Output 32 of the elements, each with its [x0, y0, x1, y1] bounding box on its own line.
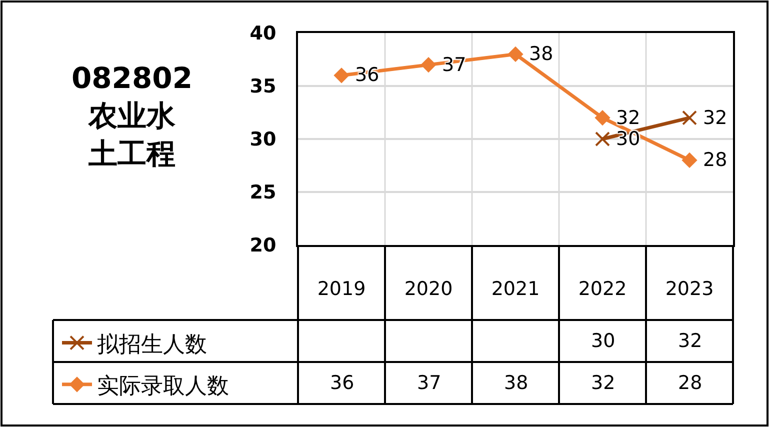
x-tick-label: 2023: [665, 278, 714, 300]
annotation: 28: [703, 149, 728, 171]
point: [682, 152, 698, 168]
y-tick-label: 25: [250, 182, 276, 204]
x-tick-label: 2021: [491, 278, 540, 300]
annotation: 32: [616, 107, 640, 129]
point: [594, 110, 610, 126]
y-tick-label: 30: [250, 128, 276, 151]
data-label: 37: [417, 372, 442, 394]
annotation: 38: [529, 43, 554, 65]
x-tick-label: 2022: [578, 278, 627, 300]
point: [334, 68, 350, 84]
point: [420, 57, 436, 73]
data-label: 38: [504, 372, 528, 394]
point: [508, 46, 524, 62]
legend-label: 拟招生人数: [97, 332, 207, 358]
y-tick-label: 40: [250, 22, 276, 45]
x-tick-label: 2019: [317, 278, 366, 300]
point: [682, 110, 697, 126]
data-label: 32: [591, 372, 616, 394]
x-tick-label: 2020: [404, 278, 453, 300]
data-label: 32: [678, 330, 702, 352]
annotation: 30: [616, 128, 640, 150]
annotation: 32: [703, 107, 728, 129]
data-label: 30: [591, 330, 616, 352]
data-label: 28: [678, 372, 702, 394]
text: 082802 农业水土工程: [71, 61, 193, 170]
y-tick-label: 20: [250, 234, 276, 257]
y-tick-label: 35: [250, 76, 276, 98]
legend-label: 实际录取人数: [97, 374, 229, 399]
point: [595, 132, 610, 146]
data-label: 36: [330, 372, 354, 394]
